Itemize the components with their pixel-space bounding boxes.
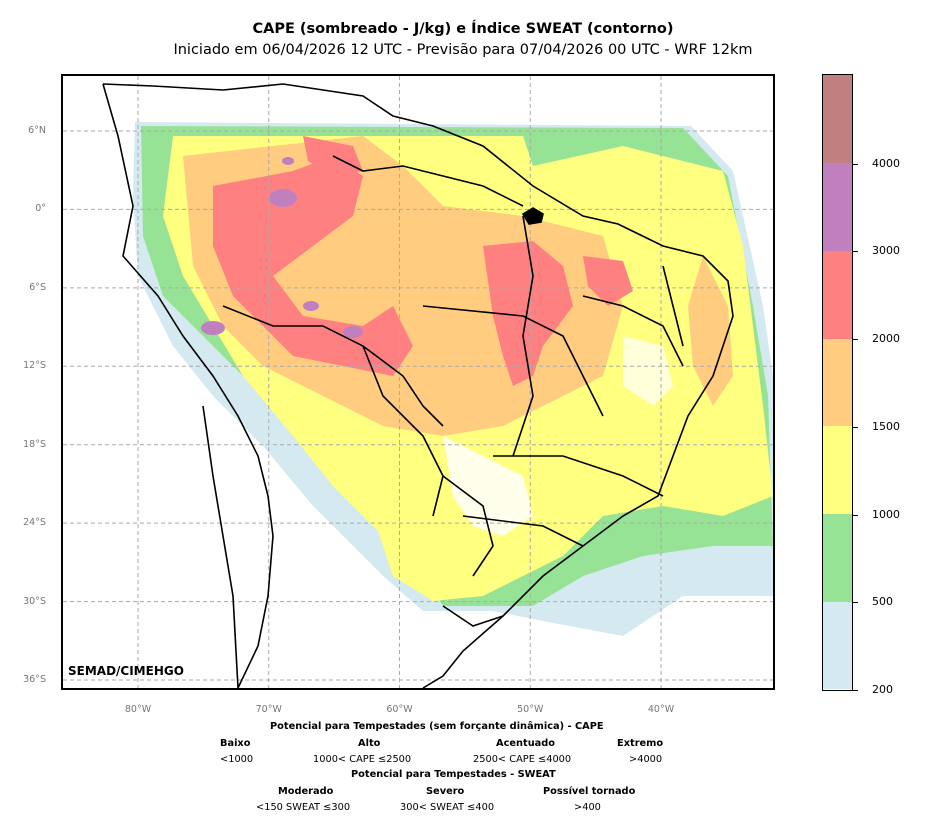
- colorbar-level-label: 200: [872, 683, 893, 696]
- sweat-cat-moderado: Moderado: [278, 786, 334, 797]
- lat-tick-label: 18°S: [23, 438, 46, 450]
- uruguay-border: [442, 605, 504, 627]
- state-borders-4: [493, 455, 664, 497]
- cape-band-3000-d: [303, 301, 319, 311]
- colorbar-segment: [823, 513, 852, 602]
- credit-label: SEMAD/CIMEHGO: [68, 664, 184, 678]
- lat-tick-label: 36°S: [23, 674, 46, 685]
- colorbar-level-label: 500: [872, 595, 893, 609]
- cape-band-3000-a: [269, 189, 297, 207]
- cape-band-1000-south: [373, 516, 483, 601]
- cape-band-3000-c: [343, 326, 363, 338]
- lon-tick-label: 60°W: [386, 704, 413, 715]
- brazil-north-border: [332, 155, 524, 207]
- lon-tick-label: 70°W: [255, 704, 282, 715]
- sweat-range-moderado: <150 SWEAT ≤300: [256, 802, 351, 813]
- sweat-legend-heading: Potencial para Tempestades - SWEAT: [351, 769, 556, 780]
- graticule: [63, 76, 773, 688]
- cape-colorbar: [822, 74, 853, 691]
- map-subtitle: Iniciado em 06/04/2026 12 UTC - Previsão…: [173, 42, 753, 58]
- state-borders-5: [462, 515, 584, 547]
- andes-west-coast: [102, 83, 274, 688]
- map-panel[interactable]: [61, 74, 775, 690]
- map-canvas: [63, 76, 773, 688]
- colorbar-segment: [823, 162, 852, 251]
- sweat-range-severo: 300< SWEAT ≤400: [400, 802, 495, 813]
- cape-band-3000-b: [201, 321, 225, 335]
- colorbar-tick: [853, 339, 858, 341]
- cape-band-1500-east: [688, 256, 733, 406]
- cape-band-3000-e: [282, 157, 294, 165]
- colorbar-segment: [823, 601, 852, 690]
- cape-range-alto: 1000< CAPE ≤2500: [313, 754, 412, 765]
- lon-tick-label: 80°W: [124, 704, 152, 715]
- cape-cat-baixo: Baixo: [220, 738, 251, 749]
- cape-cat-extremo: Extremo: [617, 738, 664, 749]
- cape-cat-acentuado: Acentuado: [496, 738, 556, 749]
- sweat-range-tornado: >400: [574, 802, 601, 813]
- lat-tick-label: 6°S: [29, 281, 46, 293]
- state-borders-1: [422, 305, 604, 417]
- state-borders-3: [582, 295, 684, 367]
- state-borders-2: [512, 215, 534, 457]
- cape-cat-alto: Alto: [358, 738, 381, 749]
- lon-tick-label: 50°W: [517, 704, 544, 715]
- colorbar-segment: [823, 250, 852, 339]
- lat-tick-label: 12°S: [23, 360, 46, 372]
- lat-tick-label: 24°S: [23, 517, 46, 529]
- chile-coast: [202, 405, 239, 688]
- colorbar-level-label: 3000: [872, 244, 900, 258]
- state-borders-6: [662, 265, 684, 347]
- marajo-island: [521, 207, 544, 225]
- colorbar-tick: [853, 163, 858, 165]
- colorbar-level-label: 4000: [872, 156, 900, 170]
- lat-tick-label: 0°: [35, 203, 46, 215]
- colorbar-level-label: 2000: [872, 332, 900, 346]
- borders: [102, 83, 734, 688]
- cape-band-2000-c: [583, 256, 633, 306]
- lat-tick-label: 30°S: [23, 595, 46, 607]
- paraguay-border: [442, 475, 494, 577]
- colorbar-level-label: 1500: [872, 419, 900, 433]
- colorbar-tick: [853, 251, 858, 253]
- colorbar-tick: [853, 426, 858, 428]
- bolivia-border: [362, 345, 444, 517]
- lat-tick-label: 6°N: [28, 125, 46, 136]
- cape-shading: [133, 122, 773, 636]
- colorbar-tick: [853, 690, 858, 691]
- colorbar-tick: [853, 602, 858, 604]
- cape-range-extremo: >4000: [629, 754, 663, 765]
- colorbar-segment: [823, 425, 852, 515]
- south-america-outline: [102, 83, 734, 688]
- map-title: CAPE (sombreado - J/kg) e Índice SWEAT (…: [252, 21, 674, 37]
- cape-range-baixo: <1000: [220, 754, 254, 765]
- cape-range-acentuado: 2500< CAPE ≤4000: [473, 754, 572, 765]
- cape-band-2000: [213, 156, 413, 376]
- sweat-cat-tornado: Possível tornado: [543, 786, 636, 797]
- sweat-cat-severo: Severo: [426, 786, 465, 797]
- colorbar-tick: [853, 514, 858, 516]
- colorbar-segment: [823, 75, 852, 164]
- cape-legend-heading: Potencial para Tempestades (sem forçante…: [270, 721, 604, 732]
- cape-band-2000-b: [483, 241, 573, 386]
- colorbar-level-label: 1000: [872, 507, 900, 521]
- colorbar-segment: [823, 338, 852, 427]
- lon-tick-label: 40°W: [647, 704, 675, 715]
